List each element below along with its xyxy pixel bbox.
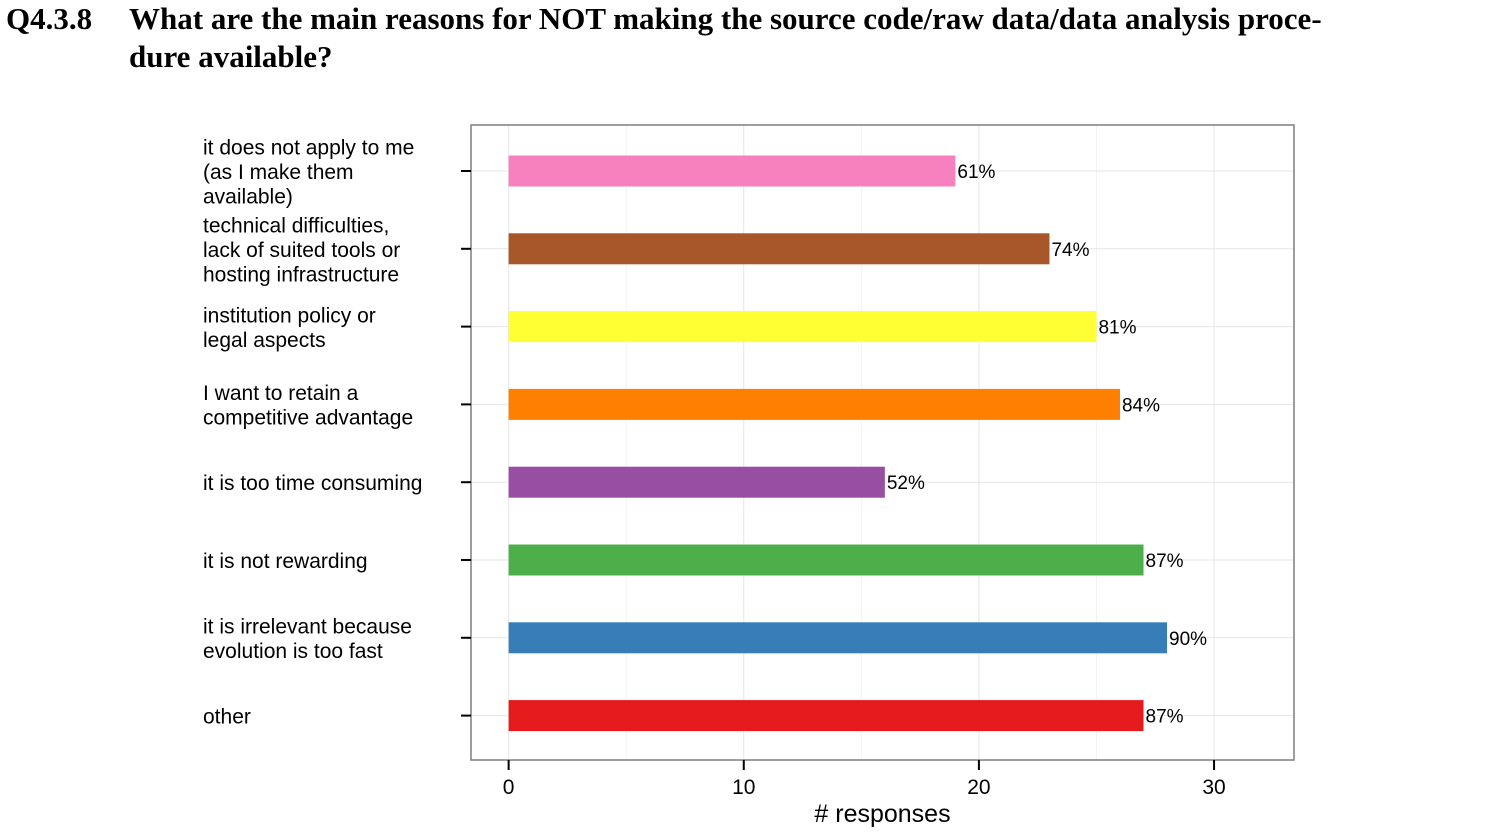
y-tick-label: it is not rewarding [203,550,368,573]
y-tick-label-line: legal aspects [203,329,326,352]
value-labels: 61% 74% 81% 84% 52% 87% 90% 87% [887,162,1207,728]
y-tick-label-line: it is too time consuming [203,472,422,495]
plot-panel-border [470,124,1295,761]
data-label: 61% [957,162,995,183]
grid-lines [471,125,1294,760]
y-tick-label: it is too time consuming [203,472,422,495]
data-label: 74% [1051,240,1089,261]
y-tick-label-line: competitive advantage [203,407,413,430]
bar [508,311,1097,343]
x-tick-label: 30 [1202,776,1225,799]
y-tick-label-line: available) [203,186,293,209]
y-axis: it does not apply to me(as I make themav… [203,137,471,729]
data-label: 87% [1146,707,1184,728]
question-title: What are the main reasons for NOT making… [129,0,1479,76]
bar [508,155,956,187]
x-tick-label: 10 [732,776,755,799]
y-tick-label-line: (as I make them [203,161,354,184]
data-label: 84% [1122,395,1160,416]
y-tick-label-line: other [203,706,251,729]
question-title-line-1: What are the main reasons for NOT making… [129,1,1322,36]
bar [508,622,1168,654]
y-tick-label-line: I want to retain a [203,382,359,405]
y-tick-label-line: technical difficulties, [203,214,389,237]
y-tick-label: it does not apply to me(as I make themav… [203,137,414,209]
bar [508,233,1050,265]
bar [508,466,885,498]
x-axis: 0 10 20 30 [503,760,1226,799]
x-tick-label: 0 [503,776,515,799]
x-axis-title: # responses [814,800,950,828]
question-header: Q4.3.8 What are the main reasons for NOT… [0,0,1489,100]
y-tick-label-line: it does not apply to me [203,137,414,160]
y-tick-label-line: lack of suited tools or [203,239,400,262]
question-number: Q4.3.8 [6,1,93,36]
y-tick-label-line: it is not rewarding [203,550,368,573]
data-label: 81% [1098,318,1136,339]
y-tick-label: technical difficulties,lack of suited to… [203,214,400,286]
data-label: 52% [887,473,925,494]
data-label: 90% [1169,629,1207,650]
x-tick-label: 20 [967,776,990,799]
bar [508,388,1120,420]
data-label: 87% [1146,551,1184,572]
bar [508,700,1144,732]
y-tick-label-line: hosting infrastructure [203,263,399,286]
y-tick-label-line: institution policy or [203,304,376,327]
bars [508,155,1168,732]
question-title-line-2: dure available? [129,39,333,74]
bar [508,544,1144,576]
y-tick-label-line: it is irrelevant because [203,616,412,639]
y-tick-label-line: evolution is too fast [203,640,383,663]
y-tick-label: other [203,706,251,729]
